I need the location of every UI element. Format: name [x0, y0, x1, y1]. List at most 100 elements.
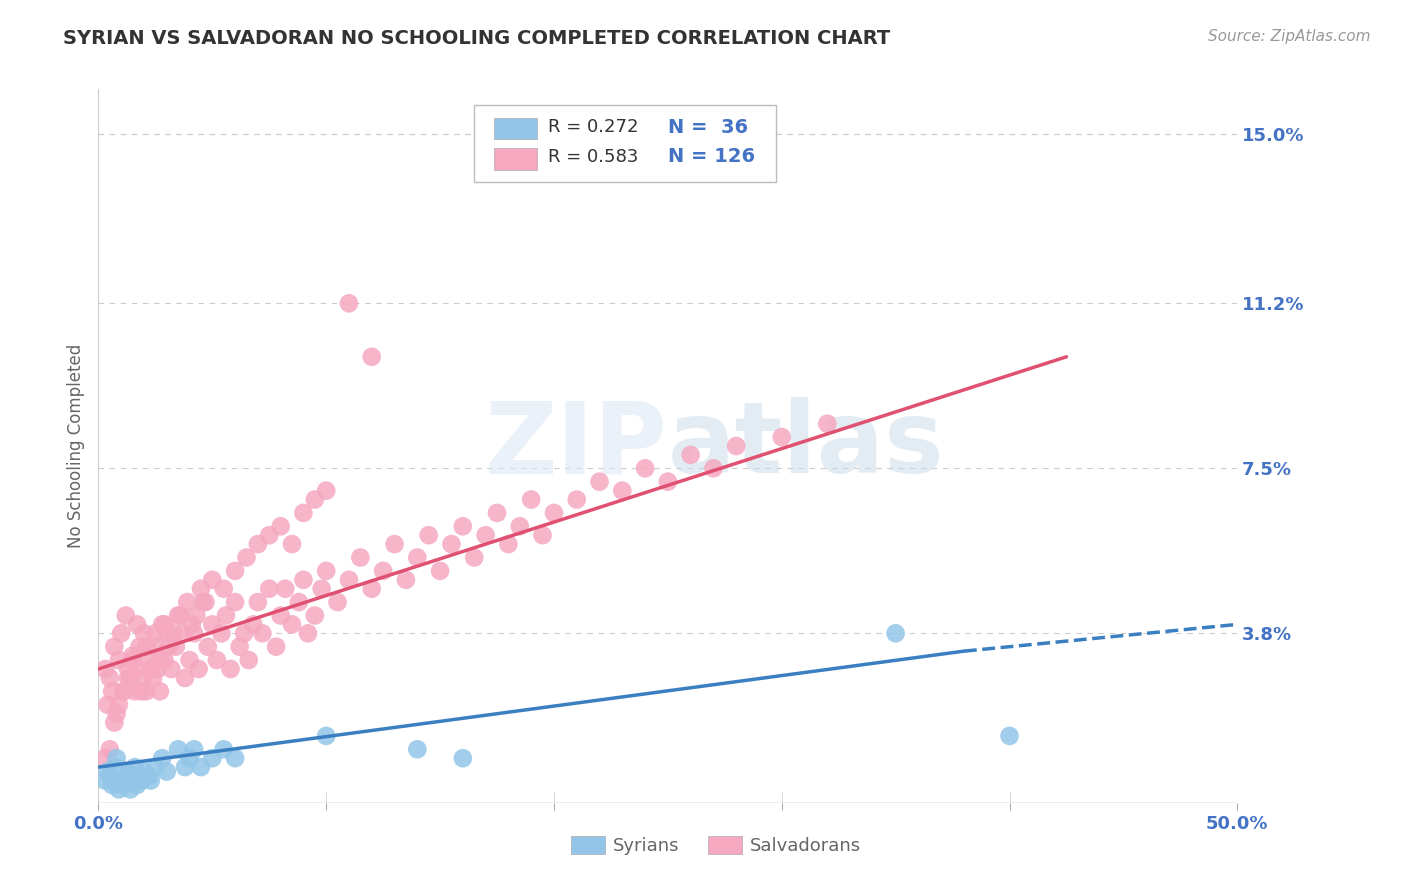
Point: [135, 640, 157, 654]
Point: [138, 769, 160, 783]
Point: [127, 662, 149, 676]
Point: [326, 595, 349, 609]
Point: [139, 662, 162, 676]
Point: [304, 608, 326, 623]
Point: [588, 475, 610, 489]
Point: [264, 640, 287, 654]
Point: [288, 595, 311, 609]
Point: [252, 626, 274, 640]
Point: [238, 653, 260, 667]
Point: [451, 751, 474, 765]
Point: [212, 582, 235, 596]
Point: [101, 778, 124, 792]
Point: [270, 519, 292, 533]
Text: Syrians: Syrians: [613, 837, 679, 855]
Point: [418, 528, 440, 542]
Point: [121, 648, 143, 663]
Point: [406, 742, 429, 756]
Point: [187, 662, 209, 676]
Point: [174, 671, 197, 685]
Point: [205, 653, 228, 667]
Point: [145, 760, 167, 774]
Point: [142, 671, 165, 685]
Point: [108, 698, 131, 712]
Point: [110, 626, 132, 640]
Text: atlas: atlas: [668, 398, 945, 494]
Point: [180, 617, 202, 632]
Point: [121, 653, 143, 667]
Point: [209, 626, 232, 640]
Point: [292, 573, 315, 587]
Point: [98, 742, 121, 756]
Point: [139, 662, 162, 676]
Point: [114, 769, 136, 783]
Point: [702, 461, 724, 475]
Bar: [494, 148, 537, 169]
Y-axis label: No Schooling Completed: No Schooling Completed: [66, 344, 84, 548]
Point: [612, 483, 634, 498]
Point: [228, 640, 250, 654]
Point: [131, 684, 153, 698]
Point: [315, 483, 337, 498]
Point: [304, 492, 326, 507]
Point: [242, 617, 264, 632]
Point: [103, 760, 125, 774]
Point: [212, 742, 235, 756]
Point: [190, 582, 212, 596]
Text: Source: ZipAtlas.com: Source: ZipAtlas.com: [1208, 29, 1371, 44]
Point: [96, 698, 118, 712]
Point: [233, 626, 256, 640]
Point: [384, 537, 406, 551]
Point: [117, 764, 139, 779]
Point: [183, 742, 205, 756]
Point: [315, 729, 337, 743]
Point: [98, 671, 121, 685]
Point: [110, 773, 132, 788]
Point: [108, 782, 131, 797]
Point: [172, 626, 194, 640]
Point: [360, 582, 382, 596]
Point: [94, 751, 117, 765]
Point: [169, 608, 191, 623]
Point: [156, 764, 179, 779]
Point: [183, 626, 205, 640]
Point: [281, 617, 304, 632]
Point: [201, 617, 224, 632]
Point: [884, 626, 907, 640]
Point: [186, 608, 208, 623]
Point: [165, 640, 187, 654]
Point: [103, 715, 125, 730]
Point: [167, 742, 190, 756]
Point: [259, 528, 281, 542]
Point: [120, 671, 142, 685]
Point: [531, 528, 554, 542]
Point: [128, 640, 150, 654]
Point: [131, 671, 153, 685]
Point: [395, 573, 418, 587]
Point: [509, 519, 531, 533]
Point: [132, 764, 155, 779]
Point: [246, 537, 269, 551]
Point: [337, 296, 360, 310]
Bar: [494, 118, 537, 139]
Point: [167, 608, 190, 623]
Text: N = 126: N = 126: [668, 147, 755, 167]
Point: [281, 537, 304, 551]
Point: [128, 769, 150, 783]
Point: [274, 582, 297, 596]
Point: [117, 662, 139, 676]
Point: [124, 760, 146, 774]
Point: [201, 573, 224, 587]
Text: SYRIAN VS SALVADORAN NO SCHOOLING COMPLETED CORRELATION CHART: SYRIAN VS SALVADORAN NO SCHOOLING COMPLE…: [63, 29, 890, 47]
Point: [193, 595, 215, 609]
Point: [634, 461, 657, 475]
Point: [474, 528, 496, 542]
Point: [139, 773, 162, 788]
Point: [679, 448, 702, 462]
Point: [197, 640, 219, 654]
Point: [127, 778, 149, 792]
Point: [543, 506, 565, 520]
Point: [292, 506, 315, 520]
Point: [259, 582, 281, 596]
Point: [112, 778, 135, 792]
